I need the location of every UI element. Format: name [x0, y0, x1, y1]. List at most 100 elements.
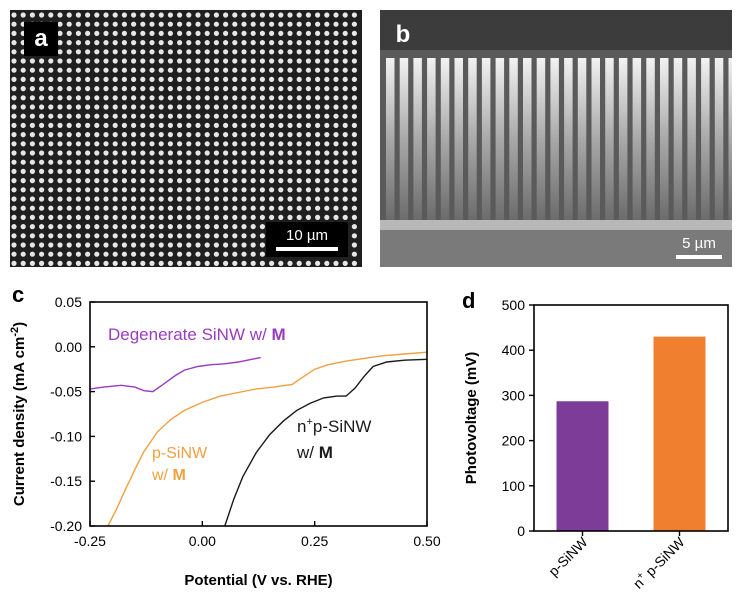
- nanowire-dot: [177, 251, 183, 257]
- nanowire-dot: [11, 12, 17, 18]
- nanowire-dot: [232, 40, 238, 46]
- nanowire-dot: [167, 49, 173, 55]
- substrate-body: [380, 230, 732, 267]
- nanowire-dot: [121, 58, 127, 64]
- nanowire-dot: [259, 233, 265, 239]
- nanowire-dot: [131, 40, 137, 46]
- nanowire-dot: [20, 58, 26, 64]
- nanowire-dot: [351, 40, 357, 46]
- nanowire-dot: [75, 67, 81, 73]
- nanowire-dot: [213, 95, 219, 101]
- nanowire-dot: [94, 196, 100, 202]
- nanowire-dot: [11, 76, 17, 82]
- nanowire-dot: [112, 224, 118, 230]
- nanowire-pillar: [701, 58, 710, 222]
- nanowire-dot: [241, 58, 247, 64]
- nanowire-dot: [186, 67, 192, 73]
- nanowire-dot: [213, 251, 219, 257]
- nanowire-dot: [296, 40, 302, 46]
- nanowire-dot: [333, 159, 339, 165]
- nanowire-dot: [167, 187, 173, 193]
- nanowire-dot: [140, 224, 146, 230]
- nanowire-dot: [296, 113, 302, 119]
- nanowire-dot: [204, 67, 210, 73]
- nanowire-dot: [342, 104, 348, 110]
- nanowire-dot: [324, 214, 330, 220]
- nanowire-dot: [223, 150, 229, 156]
- nanowire-dot: [195, 242, 201, 248]
- nanowire-dot: [48, 132, 54, 138]
- nanowire-dot: [20, 260, 26, 266]
- nanowire-dot: [85, 214, 91, 220]
- nanowire-dot: [241, 30, 247, 36]
- annotation-np-line2-main: w/: [296, 443, 319, 462]
- nanowire-dot: [269, 132, 275, 138]
- nanowire-dot: [177, 242, 183, 248]
- nanowire-dot: [213, 150, 219, 156]
- nanowire-dot: [333, 187, 339, 193]
- nanowire-dot: [177, 113, 183, 119]
- nanowire-dot: [195, 132, 201, 138]
- nanowire-dot: [259, 58, 265, 64]
- nanowire-dot: [333, 30, 339, 36]
- nanowire-dot: [158, 168, 164, 174]
- nanowire-dot: [121, 49, 127, 55]
- nanowire-dot: [287, 40, 293, 46]
- nanowire-dot: [167, 113, 173, 119]
- nanowire-dot: [39, 95, 45, 101]
- nanowire-dot: [269, 113, 275, 119]
- nanowire-dot: [223, 58, 229, 64]
- nanowire-dot: [177, 233, 183, 239]
- nanowire-dot: [112, 95, 118, 101]
- nanowire-dot: [39, 260, 45, 266]
- nanowire-dot: [121, 242, 127, 248]
- nanowire-dot: [85, 67, 91, 73]
- nanowire-dot: [39, 214, 45, 220]
- nanowire-dot: [186, 205, 192, 211]
- nanowire-dot: [204, 260, 210, 266]
- nanowire-dot: [121, 159, 127, 165]
- nanowire-dot: [57, 40, 63, 46]
- nanowire-dot: [223, 76, 229, 82]
- nanowire-dot: [94, 205, 100, 211]
- nanowire-dot: [250, 21, 256, 27]
- nanowire-dot: [259, 141, 265, 147]
- nanowire-dot: [324, 86, 330, 92]
- nanowire-pillar: [509, 58, 518, 222]
- nanowire-dot: [29, 196, 35, 202]
- nanowire-dot: [103, 132, 109, 138]
- nanowire-dot: [149, 159, 155, 165]
- nanowire-dot: [29, 214, 35, 220]
- nanowire-dot: [250, 113, 256, 119]
- nanowire-dot: [213, 30, 219, 36]
- nanowire-dot: [241, 178, 247, 184]
- nanowire-dot: [140, 233, 146, 239]
- nanowire-dot: [250, 196, 256, 202]
- nanowire-dot: [11, 67, 17, 73]
- nanowire-dot: [48, 187, 54, 193]
- nanowire-dot: [324, 76, 330, 82]
- nanowire-dot: [287, 168, 293, 174]
- nanowire-dot: [112, 21, 118, 27]
- nanowire-dot: [195, 150, 201, 156]
- nanowire-dot: [94, 40, 100, 46]
- nanowire-dot: [29, 251, 35, 257]
- nanowire-dot: [342, 58, 348, 64]
- nanowire-dot: [75, 242, 81, 248]
- nanowire-dot: [103, 214, 109, 220]
- nanowire-dot: [158, 21, 164, 27]
- nanowire-dot: [11, 260, 17, 266]
- nanowire-dot: [324, 159, 330, 165]
- nanowire-dot: [140, 67, 146, 73]
- nanowire-dot: [213, 260, 219, 266]
- nanowire-dot: [158, 242, 164, 248]
- nanowire-dot: [324, 12, 330, 18]
- nanowire-dot: [213, 242, 219, 248]
- nanowire-dot: [287, 12, 293, 18]
- nanowire-dot: [167, 40, 173, 46]
- nanowire-dot: [167, 242, 173, 248]
- nanowire-dot: [186, 233, 192, 239]
- nanowire-dot: [112, 187, 118, 193]
- nanowire-dot: [149, 260, 155, 266]
- nanowire-dot: [39, 205, 45, 211]
